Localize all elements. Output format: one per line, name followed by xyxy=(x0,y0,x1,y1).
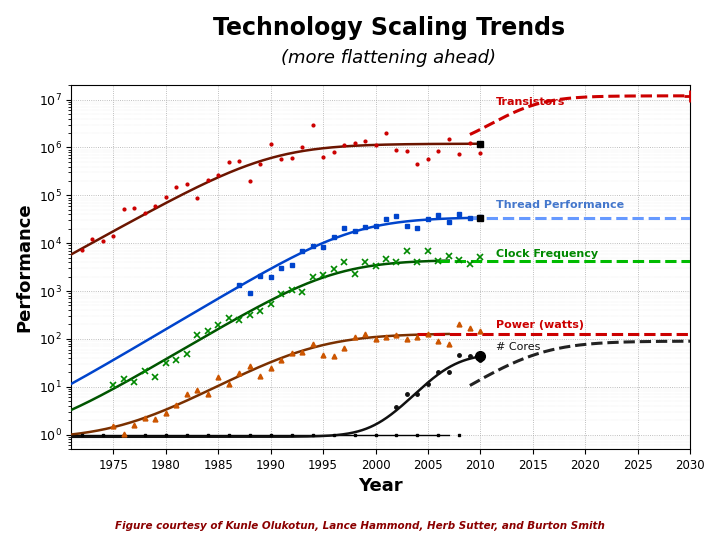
Text: Technology Scaling Trends: Technology Scaling Trends xyxy=(212,16,565,40)
Text: Thread Performance: Thread Performance xyxy=(496,200,624,211)
X-axis label: Year: Year xyxy=(359,477,403,495)
Text: Figure courtesy of Kunle Olukotun, Lance Hammond, Herb Sutter, and Burton Smith: Figure courtesy of Kunle Olukotun, Lance… xyxy=(115,521,605,531)
Text: (more flattening ahead): (more flattening ahead) xyxy=(282,49,496,66)
Text: # Cores: # Cores xyxy=(496,342,541,352)
Text: Clock Frequency: Clock Frequency xyxy=(496,249,598,259)
Text: Transistors: Transistors xyxy=(496,97,565,107)
Text: Power (watts): Power (watts) xyxy=(496,320,584,329)
Y-axis label: Performance: Performance xyxy=(15,202,33,332)
